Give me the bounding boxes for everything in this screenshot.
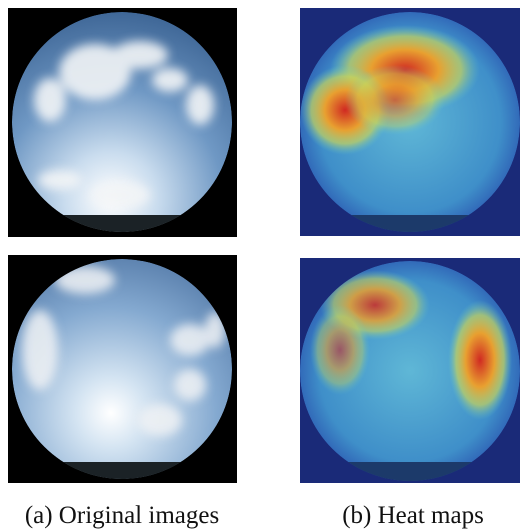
page: (a) Original images (b) Heat maps (() =>… — [0, 0, 520, 532]
original-image-1 — [8, 8, 237, 240]
figure: (a) Original images (b) Heat maps — [0, 0, 520, 532]
heat-map-2 — [300, 258, 520, 487]
caption: (b) Heat maps — [342, 502, 484, 529]
caption: (a) Original images — [25, 502, 219, 529]
original-image-2 — [8, 255, 237, 487]
heat-map-1 — [300, 8, 520, 240]
